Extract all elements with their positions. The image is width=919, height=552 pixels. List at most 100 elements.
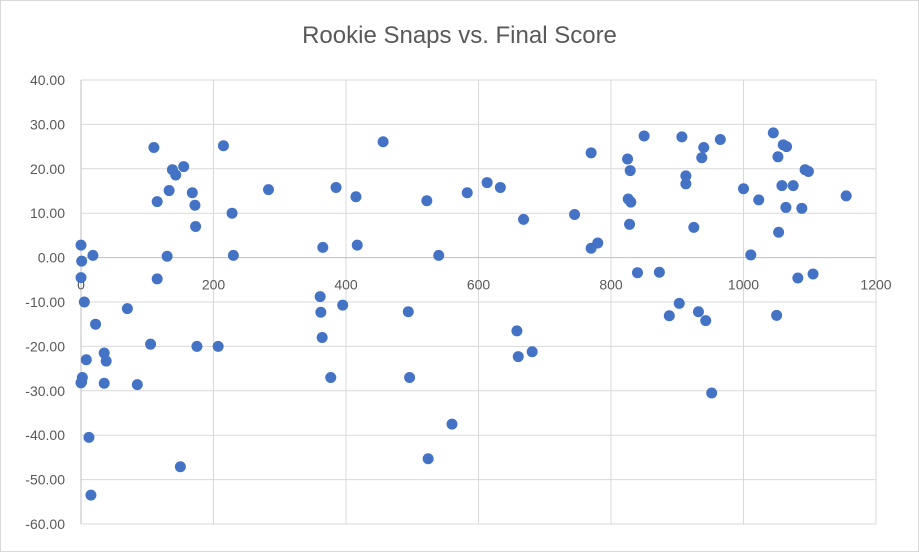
data-point	[87, 249, 99, 261]
data-point	[700, 315, 712, 327]
data-point	[585, 147, 597, 159]
data-point	[776, 180, 788, 192]
data-point	[314, 291, 326, 303]
data-point	[170, 169, 182, 181]
data-point	[330, 181, 342, 193]
data-point	[772, 151, 784, 163]
data-point	[840, 190, 852, 202]
data-point	[212, 340, 224, 352]
data-point	[771, 309, 783, 321]
x-tick-label: 400	[334, 277, 358, 293]
data-point	[351, 239, 363, 251]
data-point	[163, 185, 175, 197]
data-point	[100, 355, 112, 367]
data-point	[792, 272, 804, 284]
data-point	[767, 127, 779, 139]
data-point	[745, 249, 757, 261]
data-point	[781, 141, 793, 153]
data-point	[738, 183, 749, 195]
data-point	[404, 371, 416, 383]
data-point	[262, 184, 274, 196]
data-point	[121, 303, 133, 315]
data-point	[191, 340, 203, 352]
data-point	[80, 354, 92, 366]
data-point	[663, 310, 675, 322]
data-point	[696, 152, 708, 164]
data-point	[148, 141, 160, 153]
chart-title: Rookie Snaps vs. Final Score	[302, 22, 617, 49]
data-point	[316, 332, 328, 344]
x-tick-label: 800	[599, 277, 623, 293]
y-tick-label: 20.00	[30, 161, 65, 177]
data-point	[638, 130, 650, 142]
data-point	[481, 177, 493, 189]
x-tick-label: 200	[202, 277, 226, 293]
y-tick-label: 10.00	[30, 205, 65, 221]
data-point	[85, 489, 97, 501]
x-axis-tick-labels: 0 200 400 600 800 1000 1200	[77, 277, 892, 293]
data-point	[461, 187, 473, 199]
data-point	[518, 213, 530, 225]
data-point	[632, 267, 643, 279]
data-point	[325, 371, 337, 383]
y-tick-label: -60.00	[25, 516, 65, 532]
data-point	[78, 296, 90, 308]
data-point	[75, 239, 87, 251]
data-point	[226, 207, 238, 219]
y-tick-label: -30.00	[25, 383, 65, 399]
data-point	[592, 237, 604, 249]
data-point	[190, 221, 202, 233]
data-point	[377, 136, 389, 148]
data-point	[131, 379, 143, 391]
data-point	[186, 187, 198, 199]
data-point	[796, 202, 808, 214]
y-tick-label: -40.00	[25, 427, 65, 443]
data-point	[76, 255, 88, 267]
y-tick-label: 30.00	[30, 116, 65, 132]
data-point	[680, 170, 692, 182]
data-point	[624, 218, 636, 230]
data-point	[714, 133, 726, 145]
x-tick-label: 1000	[728, 277, 759, 293]
data-point	[680, 178, 692, 190]
data-point	[446, 418, 458, 430]
data-point	[433, 249, 445, 261]
data-point	[753, 194, 765, 206]
data-point	[227, 249, 239, 261]
data-point	[706, 387, 718, 399]
y-axis-tick-labels: 40.00 30.00 20.00 10.00 0.00 -10.00 -20.00 -30.…	[25, 72, 65, 532]
data-point	[189, 199, 201, 211]
data-point	[90, 318, 102, 330]
data-point	[673, 297, 685, 309]
data-point	[151, 196, 163, 208]
x-tick-label: 600	[467, 277, 491, 293]
data-point	[511, 325, 523, 337]
data-point	[421, 195, 433, 207]
y-tick-label: -10.00	[25, 294, 65, 310]
data-point	[151, 273, 163, 285]
data-point	[780, 201, 792, 213]
data-point	[83, 431, 95, 443]
data-point	[688, 221, 700, 233]
data-point	[698, 141, 710, 153]
data-point	[622, 153, 634, 165]
data-point	[98, 377, 110, 389]
data-point	[402, 306, 414, 318]
data-point	[217, 140, 229, 152]
y-tick-label: -50.00	[25, 472, 65, 488]
data-point	[174, 461, 186, 473]
gridlines	[81, 79, 877, 525]
data-point	[315, 306, 327, 318]
data-point	[526, 346, 538, 358]
data-point	[787, 180, 799, 192]
data-point	[178, 161, 190, 173]
data-point	[807, 268, 819, 280]
y-tick-label: 40.00	[30, 72, 65, 88]
data-point	[512, 351, 524, 363]
data-point	[676, 131, 688, 143]
data-point	[76, 376, 88, 388]
data-point	[145, 338, 157, 350]
data-point	[653, 266, 665, 278]
y-tick-label: -20.00	[25, 338, 65, 354]
